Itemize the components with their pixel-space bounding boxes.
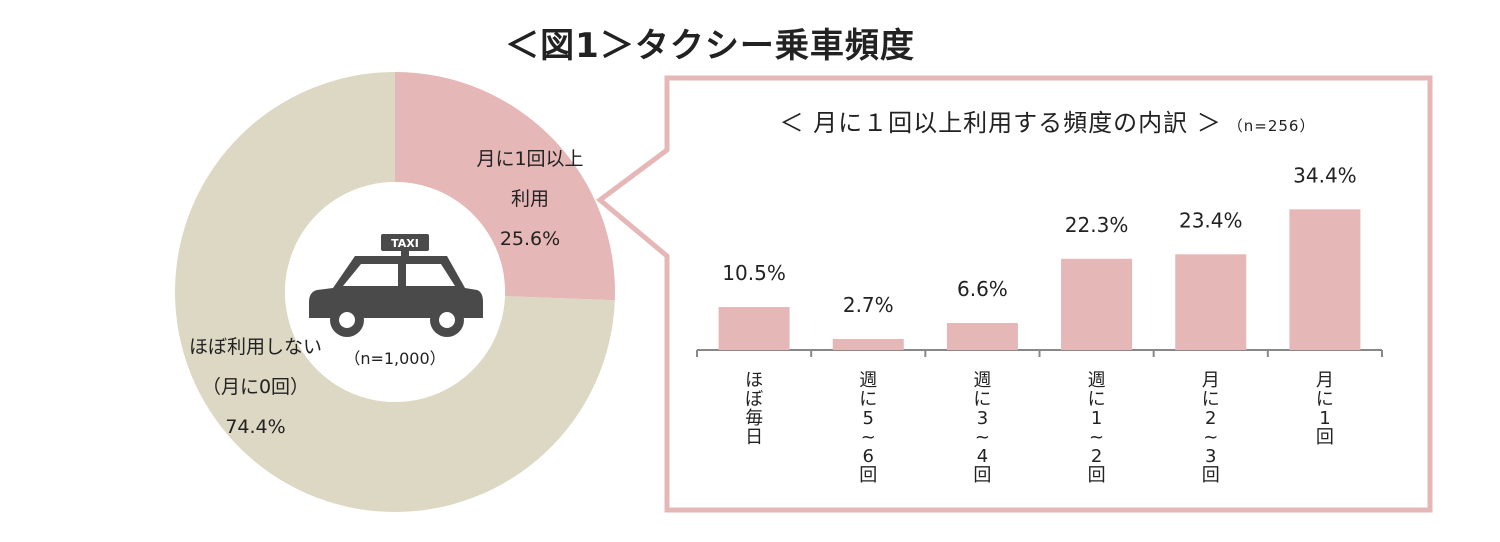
x-tick-label-0: ほぼ毎日: [745, 370, 763, 448]
slice-label-monthly: 月に1回以上 利用 25.6%: [455, 139, 605, 259]
slice-label-line: ほぼ利用しない: [188, 336, 322, 358]
bar-4: [1175, 254, 1247, 350]
x-tick-label-3: 週に 1 ~2 回: [1088, 370, 1106, 486]
slice-label-rarely: ほぼ利用しない （月に0回） 74.4%: [168, 327, 343, 447]
bar-data-label-1: 2.7%: [843, 293, 894, 317]
x-tick-label-1: 週に 5 ~6 回: [859, 370, 877, 486]
bar-1: [832, 338, 904, 350]
bar-2: [946, 323, 1018, 350]
x-tick-label-4: 月に 2 ~3 回: [1202, 370, 1220, 486]
chart-title: ＜図1＞タクシー乗車頻度: [505, 26, 915, 66]
slice-label-line: 月に1回以上: [476, 148, 584, 170]
donut-slice-1: [174, 72, 615, 512]
x-tick-label-2: 週に 3 ~4 回: [973, 370, 991, 486]
bar-chart: 10.5% ほぼ毎日 2.7% 週に 5 ~6 回 6.6% 週に 3 ~4 回 22.3% 週に 1 ~2 回…: [696, 163, 1383, 486]
bar-data-label-3: 22.3%: [1065, 213, 1129, 237]
bar-5: [1289, 209, 1361, 350]
breakdown-title: ＜ 月に１回以上利用する頻度の内訳 ＞: [779, 109, 1222, 137]
taxi-sign-text: TAXI: [391, 237, 419, 250]
bar-data-label-4: 23.4%: [1179, 208, 1243, 232]
slice-label-line: 利用: [510, 188, 549, 210]
slice-value-label: 25.6%: [499, 228, 561, 250]
bar-0: [718, 307, 790, 350]
bar-3: [1061, 258, 1133, 350]
bar-data-label-5: 34.4%: [1293, 163, 1357, 187]
donut-slice-0: [395, 72, 615, 301]
x-tick-label-5: 月に 1 回: [1316, 370, 1334, 448]
breakdown-sample-size: （n=256）: [1227, 117, 1316, 135]
slice-value-label: 74.4%: [225, 416, 286, 438]
taxi-icon: TAXI: [309, 234, 483, 337]
bar-data-label-0: 10.5%: [722, 261, 786, 285]
callout-panel: [595, 75, 1433, 513]
slice-label-line: （月に0回）: [201, 376, 310, 398]
bar-data-label-2: 6.6%: [957, 277, 1008, 301]
sample-size-label: （n=1,000）: [344, 349, 446, 368]
breakdown-title-row: ＜ 月に１回以上利用する頻度の内訳 ＞ （n=256）: [675, 103, 1420, 138]
